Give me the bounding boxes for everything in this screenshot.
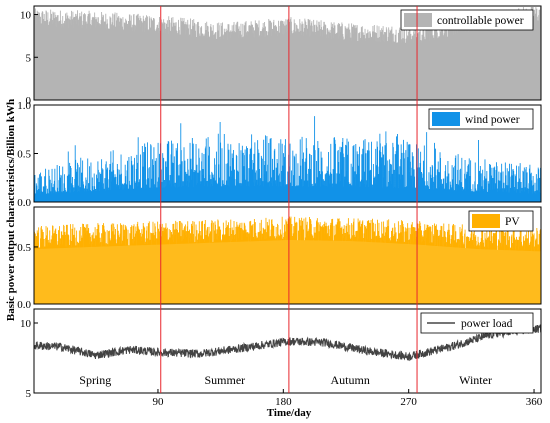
legend-label: wind power [465, 114, 520, 126]
y-tick-label: 0.0 [17, 197, 31, 209]
panel-power-load: 5 10 power load [20, 308, 542, 400]
legend-box [400, 9, 534, 31]
y-tick-label: 0.5 [17, 242, 31, 254]
series-bars [34, 116, 541, 202]
legend-label: PV [505, 216, 520, 228]
legend: controllable power [400, 9, 534, 31]
x-tick-label: 270 [400, 396, 417, 408]
x-axis-label: Time/day [267, 407, 312, 419]
x-tick-label: 360 [526, 396, 543, 408]
legend-swatch [432, 112, 460, 126]
y-tick-label: 10 [20, 318, 32, 330]
legend-swatch [404, 13, 432, 27]
legend: wind power [428, 108, 534, 130]
x-tick-label: 180 [275, 396, 292, 408]
panel-PV: 0.0 0.5 PV [17, 206, 542, 311]
season-label: Autumn [331, 373, 370, 387]
plot-area [34, 216, 541, 304]
panel-frame [33, 308, 542, 394]
y-tick-label: 5 [26, 388, 32, 400]
panel-controllable-power: 0 5 10 controllable power [20, 5, 542, 107]
legend-label: controllable power [437, 15, 524, 27]
plot-area [34, 324, 541, 362]
season-label: Summer [204, 373, 245, 387]
y-tick-label: 0 [26, 95, 32, 107]
legend: PV [468, 210, 534, 232]
series-line [34, 324, 541, 362]
y-tick-label: 0.5 [17, 149, 31, 161]
x-tick-label: 90 [152, 396, 164, 408]
plot-area [34, 116, 541, 202]
y-tick-label: 0.0 [17, 299, 31, 311]
legend-swatch [472, 214, 500, 228]
legend-box [420, 312, 534, 334]
y-tick-label: 1.0 [17, 100, 31, 112]
panel-frame [33, 5, 542, 101]
season-label: Spring [79, 373, 111, 387]
panel-wind-power: 0.0 0.5 1.0 wind power [17, 100, 542, 209]
legend-label: power load [461, 318, 513, 330]
y-axis-label: Basic power output characteristics/Billi… [5, 99, 17, 321]
legend: power load [420, 312, 534, 334]
y-tick-label: 5 [26, 52, 32, 64]
series-base [34, 240, 541, 304]
panel-frame [33, 206, 542, 305]
y-tick-label: 10 [20, 10, 32, 22]
season-label: Winter [459, 373, 492, 387]
